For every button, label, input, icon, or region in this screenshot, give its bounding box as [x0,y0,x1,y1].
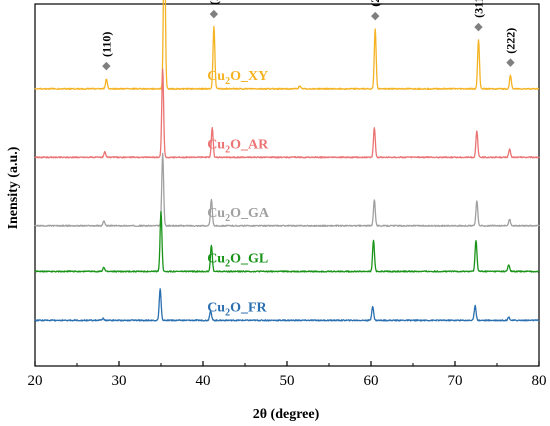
peak-label: (110) [99,32,113,57]
peak-annotation: ◆ (220) [368,0,382,22]
series-layer [34,0,540,322]
series-line-cu2o_fr [34,288,540,322]
peak-diamond-icon: ◆ [506,56,515,69]
peak-annotations: ◆(110)◆(111)◆(200)◆(220)◆(311)◆(222) [99,0,517,72]
series-label-cu2o_ga: Cu2O_GA [207,206,270,224]
peak-diamond-icon: ◆ [371,9,380,22]
peak-annotation: ◆ (311) [472,0,486,33]
x-tick-label: 50 [280,373,295,389]
series-line-cu2o_ga [34,152,540,228]
series-label-cu2o_fr: Cu2O_FR [207,300,267,318]
peak-label: (222) [503,28,517,54]
x-tick-label: 20 [28,373,43,389]
x-axis-label: 2θ (degree) [253,407,320,422]
peak-diamond-icon: ◆ [474,20,483,33]
series-label-cu2o_gl: Cu2O_GL [207,251,268,269]
series-label-cu2o_ar: Cu2O_AR [207,137,269,155]
peak-annotation: ◆ (222) [503,28,517,69]
series-labels: Cu2O_XY Cu2O_AR Cu2O_GA Cu2O_GL Cu2O_FR [207,69,270,319]
series-line-cu2o_xy [34,0,540,91]
x-tick-label: 30 [112,373,127,389]
series-label-cu2o_xy: Cu2O_XY [207,69,268,87]
peak-label: (220) [368,0,382,7]
x-tick-label: 70 [448,373,463,389]
x-axis-ticks: 20 30 40 50 60 70 80 [28,361,547,389]
peak-label: (200) [207,0,221,5]
peak-annotation: ◆ (110) [99,32,113,72]
peak-diamond-icon: ◆ [210,7,219,20]
x-tick-label: 80 [532,373,547,389]
y-axis-label: Inensity (a.u.) [6,146,21,229]
series-line-cu2o_ar [34,68,540,159]
x-tick-label: 40 [196,373,211,389]
peak-annotation: ◆ (200) [207,0,221,20]
peak-label: (311) [472,0,486,18]
series-line-cu2o_gl [34,211,540,273]
x-tick-label: 60 [364,373,379,389]
peak-diamond-icon: ◆ [102,59,111,72]
